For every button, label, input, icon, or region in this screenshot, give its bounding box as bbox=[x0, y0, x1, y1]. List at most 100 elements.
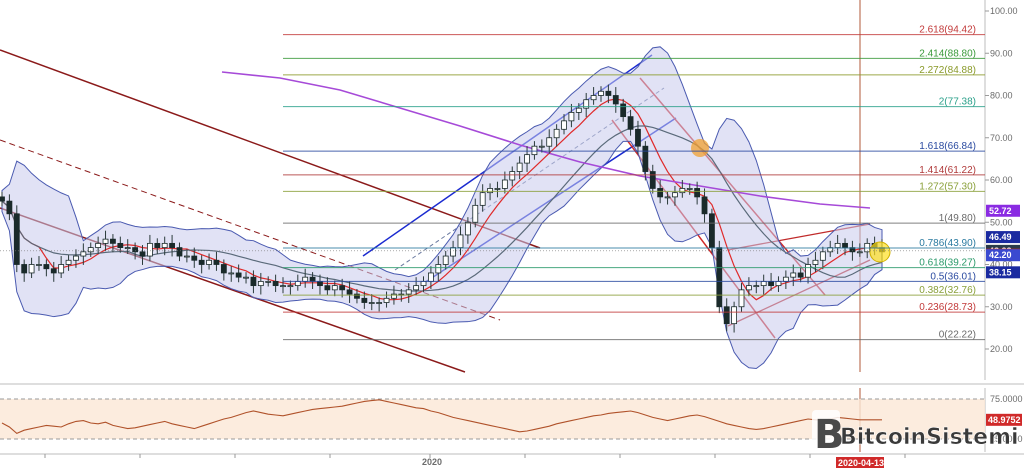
candle-body bbox=[6, 200, 13, 215]
candle-body bbox=[649, 171, 656, 189]
candle-body bbox=[590, 95, 597, 101]
candle-body bbox=[0, 196, 5, 202]
candle-body bbox=[183, 255, 190, 258]
candle-body bbox=[235, 272, 242, 278]
candle-body bbox=[198, 259, 205, 265]
candle-body bbox=[65, 259, 72, 265]
price-badge bbox=[986, 204, 1020, 217]
candle-body bbox=[383, 297, 390, 303]
candle-body bbox=[132, 247, 139, 253]
fib-label: 1(49.80) bbox=[939, 213, 976, 224]
osc-tick-label: 25.0000 bbox=[990, 434, 1023, 444]
y-tick-label: 20.00 bbox=[990, 344, 1013, 354]
candle-body bbox=[21, 264, 28, 274]
candle-body bbox=[642, 145, 649, 172]
candle-body bbox=[501, 179, 508, 189]
fib-label: 2.414(88.80) bbox=[919, 48, 976, 59]
candle-body bbox=[346, 289, 353, 295]
candle-body bbox=[753, 285, 760, 288]
y-axis-oscillator: 75.0000 25.0000 48.9752 bbox=[986, 394, 1023, 444]
y-axis-main: 100.00 90.00 80.00 70.00 60.00 50.00 40.00 30.0… bbox=[985, 6, 1018, 354]
price-badge-label: 46.49 bbox=[989, 232, 1012, 242]
candle-body bbox=[442, 255, 449, 265]
price-badge bbox=[986, 266, 1020, 279]
candle-body bbox=[28, 264, 35, 274]
candle-body bbox=[487, 188, 493, 194]
candle-body bbox=[294, 280, 301, 287]
y-tick-label: 90.00 bbox=[990, 48, 1013, 58]
candle-body bbox=[413, 285, 420, 291]
y-tick-label: 70.00 bbox=[990, 133, 1013, 143]
candle-body bbox=[317, 280, 323, 287]
candle-body bbox=[464, 221, 471, 236]
candle-body bbox=[213, 259, 220, 265]
candle-body bbox=[287, 285, 294, 288]
candle-body bbox=[716, 247, 723, 308]
oscillator-line bbox=[1, 399, 882, 435]
candle-body bbox=[243, 276, 249, 279]
candle-body bbox=[472, 204, 479, 223]
candle-body bbox=[368, 302, 375, 304]
ma-long-line bbox=[221, 71, 871, 209]
candle-body bbox=[760, 280, 767, 287]
candle-body bbox=[176, 247, 183, 257]
fib-label: 0.618(39.27) bbox=[919, 258, 976, 269]
candle-body bbox=[819, 251, 826, 261]
candle-body bbox=[102, 238, 109, 244]
candle-body bbox=[657, 188, 664, 198]
candle-body bbox=[842, 242, 848, 248]
candle-body bbox=[834, 242, 841, 248]
osc-badge bbox=[986, 413, 1022, 426]
candle-body bbox=[87, 247, 94, 253]
candle-body bbox=[228, 272, 235, 275]
candle-body bbox=[117, 242, 124, 248]
candle-body bbox=[856, 251, 863, 254]
candle-body bbox=[110, 238, 116, 244]
y-tick-label: 40.00 bbox=[990, 260, 1013, 270]
candle-body bbox=[479, 192, 486, 206]
fib-label: 0.236(28.73) bbox=[919, 302, 976, 313]
candle-body bbox=[206, 259, 212, 265]
candle-body bbox=[553, 128, 560, 139]
candle-body bbox=[302, 276, 309, 282]
candle-body bbox=[731, 306, 738, 325]
candle-body bbox=[250, 276, 257, 287]
candle-body bbox=[538, 145, 545, 148]
candle-body bbox=[627, 116, 634, 130]
candle-body bbox=[36, 264, 42, 266]
candle-body bbox=[790, 272, 797, 278]
fib-label: 1.272(57.30) bbox=[919, 181, 976, 192]
candle-body bbox=[583, 99, 590, 109]
price-badge-label: 38.15 bbox=[989, 267, 1012, 277]
candle-body bbox=[43, 264, 50, 270]
candle-body bbox=[686, 188, 693, 190]
candle-body bbox=[457, 234, 464, 249]
candle-body bbox=[723, 306, 730, 325]
candle-body bbox=[280, 285, 286, 288]
candle-body bbox=[50, 268, 57, 274]
fib-label: 2.618(94.42) bbox=[919, 25, 976, 36]
candle-body bbox=[494, 188, 501, 190]
candle-body bbox=[575, 107, 582, 113]
candle-body bbox=[428, 272, 434, 282]
fib-label: 0.382(32.76) bbox=[919, 285, 976, 296]
candle-body bbox=[161, 242, 168, 248]
candle-body bbox=[272, 280, 279, 287]
price-badge bbox=[986, 249, 1020, 262]
candle-body bbox=[701, 196, 708, 215]
candle-body bbox=[664, 196, 671, 199]
price-badge-label: 52.72 bbox=[989, 206, 1012, 216]
candle-body bbox=[635, 128, 641, 147]
candle-body bbox=[709, 213, 715, 249]
watermark-letter: B bbox=[814, 412, 845, 458]
candle-body bbox=[797, 272, 804, 278]
y-tick-label: 50.00 bbox=[990, 217, 1013, 227]
candle-body bbox=[546, 137, 553, 147]
candle-body bbox=[339, 285, 346, 291]
fibonacci-levels: 2.618(94.42) 2.414(88.80) 2.272(84.88) 2(77… bbox=[283, 25, 985, 341]
x-axis: 2020 2020-04-13 bbox=[44, 454, 906, 468]
candle-body bbox=[775, 280, 782, 287]
y-tick-label: 60.00 bbox=[990, 175, 1013, 185]
candle-body bbox=[598, 90, 604, 96]
